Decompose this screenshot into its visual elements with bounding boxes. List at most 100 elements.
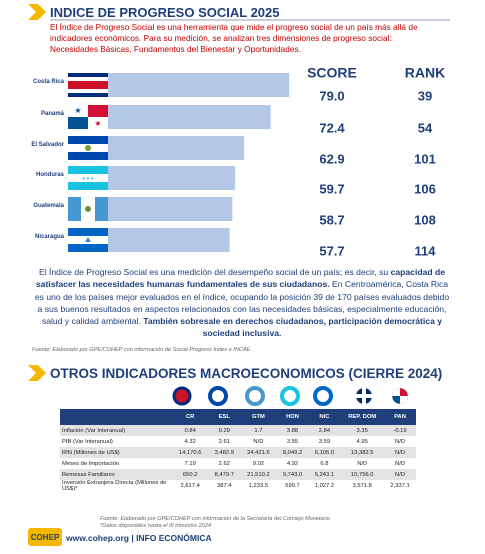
row-label: PIB (Var Interanual) [62, 438, 113, 445]
cell: N/D [395, 460, 405, 467]
arrow-icon [28, 365, 46, 381]
score-header: SCORE [307, 65, 357, 81]
score-label: 79.0 [319, 88, 344, 103]
cell: 8,479.7 [214, 471, 234, 478]
svg-text:★: ★ [74, 106, 81, 115]
logo-text: COHEP [31, 533, 60, 542]
column-header: ESL [218, 414, 230, 420]
note: *Datos disponibles hasta el III trimestr… [100, 523, 212, 529]
column-header: PAN [394, 414, 406, 420]
svg-text:✦✦✦: ✦✦✦ [82, 176, 95, 182]
cell: N/D [395, 438, 405, 445]
country-label: Guatemala [33, 203, 64, 209]
cell: 1,027.2 [314, 483, 335, 489]
text-segment: También sobresale en derechos ciudadanos… [143, 316, 443, 339]
cell: 3,482.9 [214, 449, 234, 456]
cell: 8,049.2 [282, 449, 303, 456]
table-row: Inflación (Var Interanual) 0.84 0.29 1.7 3.8… [60, 425, 416, 436]
cell: 2,617.4 [180, 483, 200, 489]
rank-label: 114 [415, 243, 437, 258]
cell: 650.2 [182, 471, 198, 478]
cell: N/D [395, 471, 405, 478]
rank-label: 108 [414, 212, 436, 227]
cell: 3.55 [286, 438, 299, 445]
cell: 9.02 [252, 460, 265, 467]
cell: 0.84 [184, 427, 196, 434]
country-label: Honduras [36, 172, 65, 178]
rank-label: 39 [418, 88, 432, 103]
cell: 3.35 [356, 427, 368, 434]
cell: 24,421.6 [247, 449, 270, 456]
score-label: 58.7 [319, 212, 344, 227]
cell: 4.32 [184, 438, 196, 445]
table: CR ESL GTM HON NIC REP. DOM PAN Inflación (Var … [60, 409, 416, 492]
table-row: Remesas Familiares 650.2 8,479.7 21,510.2 9,… [60, 469, 416, 480]
country-label: Panamá [41, 111, 65, 117]
column-header: NIC [319, 414, 330, 420]
score-label: 62.9 [319, 151, 344, 166]
cell: 7.19 [184, 460, 196, 467]
cell: 5,243.1 [314, 471, 335, 478]
text-segment: capacidad de satisfacer las necesidades … [35, 267, 446, 290]
row-label: Inversión Extranjera Directa (Millones d… [62, 480, 167, 492]
cell: 3.59 [318, 438, 331, 445]
column-header: HON [286, 414, 299, 420]
cell: 1.7 [254, 427, 263, 434]
table-row: PIB (Var Interanual) 4.32 2.61 N/D 3.55 3.59 4… [60, 436, 416, 447]
country-label: Costa Rica [33, 79, 65, 85]
country-label: El Salvador [31, 142, 64, 148]
cell [60, 409, 172, 425]
score-label: 59.7 [319, 181, 344, 196]
score-label: 57.7 [319, 243, 344, 258]
cell: 2,337.1 [390, 483, 410, 489]
rank-label: 54 [418, 120, 433, 135]
country-label: Nicaragua [35, 234, 65, 240]
rank-label: 106 [414, 181, 436, 196]
cell: 1,233.5 [248, 483, 269, 489]
column-header: GTM [251, 414, 265, 420]
cell: 9,743.0 [282, 471, 303, 478]
cell: 13,382.5 [350, 449, 374, 456]
title: INDICE DE PROGRESO SOCIAL 2025 [50, 5, 280, 20]
cell: 14,170.6 [178, 449, 202, 456]
table-row: Inversión Extranjera Directa (Millones d… [60, 480, 416, 492]
intro: El Índice de Progreso Social es una herr… [50, 22, 418, 54]
text-segment: En Centroamérica, Costa Rica es uno de l… [34, 279, 450, 327]
table-header: CR ESL GTM HON NIC REP. DOM PAN [60, 409, 416, 425]
table-flags [172, 386, 409, 406]
note: Fuente: Elaborado por GPE/COHEP con info… [100, 516, 330, 522]
body-text: El Índice de Progreso Social es una medi… [32, 266, 452, 340]
cell: 4.92 [286, 460, 299, 467]
column-header: REP. DOM [348, 414, 377, 420]
cell: 2.61 [218, 438, 230, 445]
row-label: Remesas Familiares [62, 471, 115, 478]
table-row: Meses de Importación 7.19 2.62 9.02 4.92 6.8 N… [60, 458, 416, 469]
cell: 6.8 [320, 460, 329, 467]
flags: ★ ★ ✦✦✦ [68, 73, 108, 252]
svg-text:★: ★ [94, 119, 101, 128]
score-label: 72.4 [319, 120, 345, 135]
cell: 0.29 [218, 427, 230, 434]
rank-header: RANK [405, 65, 445, 81]
cell: 10,756.0 [350, 471, 374, 478]
row-label: Meses de Importación [62, 460, 120, 467]
section-title: OTROS INDICADORES MACROECONOMICOS (CIERR… [50, 366, 443, 381]
cell: 4.95 [356, 438, 368, 445]
cell: N/D [357, 460, 368, 467]
cell: -0.19 [393, 427, 407, 434]
cell: 6,105.0 [314, 449, 335, 456]
footer-text: www.cohep.org | INFO ECONÓMICA [66, 533, 212, 543]
arrow-icon [28, 4, 46, 20]
cell: 3.88 [286, 427, 299, 434]
row-label: Inflación (Var Interanual) [62, 427, 126, 434]
text-segment: El Índice de Progreso Social es una medi… [38, 267, 391, 277]
cell: N/D [395, 449, 405, 456]
table-row: RIN (Millones de US$) 14,170.6 3,482.9 24,4… [60, 447, 416, 458]
logo: COHEP [28, 528, 62, 546]
cell: 21,510.2 [247, 471, 270, 478]
cell: 3,571.8 [352, 483, 372, 489]
rank-label: 101 [414, 151, 436, 166]
cell: 590.7 [285, 483, 300, 489]
